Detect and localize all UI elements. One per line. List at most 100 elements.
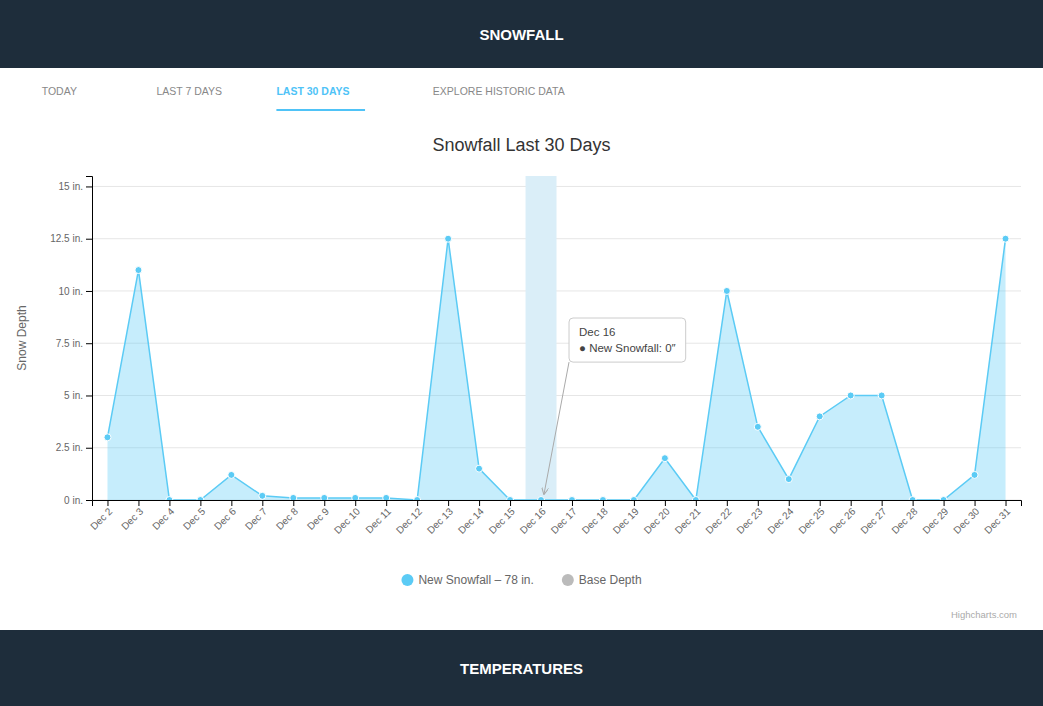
point[interactable] [816,413,823,420]
x-tick-mark [944,500,945,506]
x-tick-mark [603,500,604,506]
tooltip-arrow [544,362,569,494]
x-tick-mark [758,500,759,506]
credit: Highcharts.com [951,609,1017,620]
x-tick-label: Dec 19 [611,505,641,535]
x-tick: Dec 28 [889,500,919,536]
x-tick-label: Dec 22 [703,505,733,535]
x-tick-mark [541,500,542,506]
x-tick: Dec 31 [982,500,1012,536]
x-tick: Dec 20 [642,500,672,536]
area [107,239,1005,500]
x-tick-mark [820,500,821,506]
point[interactable] [476,465,483,472]
point[interactable] [135,267,142,274]
x-tick-mark [293,500,294,506]
legend-item[interactable]: Base Depth [562,573,642,587]
point[interactable] [599,497,606,501]
tooltip-line: Dec 16 [579,326,615,338]
chart-background [0,68,1043,630]
x-tick: Dec 18 [580,500,610,536]
x-tick-label: Dec 28 [889,505,919,535]
point[interactable] [847,392,854,399]
x-tick-mark [324,500,325,506]
footer-bar [0,630,1043,706]
point[interactable] [1002,235,1009,242]
point[interactable] [785,476,792,483]
x-tick-label: Dec 8 [274,505,301,532]
legend-label: New Snowfall – 78 in. [418,573,533,587]
chart-title: Snowfall Last 30 Days [432,135,610,155]
point[interactable] [352,494,359,500]
point[interactable] [909,497,916,501]
tab[interactable]: LAST 30 DAYS [276,85,349,97]
point[interactable] [538,497,545,501]
point[interactable] [383,494,390,500]
point[interactable] [166,497,173,501]
point[interactable] [445,235,452,242]
x-tick-mark [448,500,449,506]
x-tick: Dec 2 [88,500,115,532]
x-axis: Dec 2Dec 3Dec 4Dec 5Dec 6Dec 7Dec 8Dec 9… [88,500,1021,536]
x-tick: Dec 3 [119,500,146,532]
point[interactable] [104,434,111,441]
x-tick-mark [634,500,635,506]
x-tick: Dec 27 [858,500,888,536]
x-tick-mark [200,500,201,506]
legend-item[interactable]: New Snowfall – 78 in. [401,573,533,587]
x-tick-mark [882,500,883,506]
y-tick-mark [86,343,92,344]
point[interactable] [878,392,885,399]
point[interactable] [568,497,575,501]
x-tick-label: Dec 2 [88,505,115,532]
point[interactable] [507,497,514,501]
x-tick: Dec 13 [425,500,455,536]
point[interactable] [692,497,699,501]
x-tick-mark [696,500,697,506]
point[interactable] [259,492,266,499]
x-tick-label: Dec 30 [951,505,981,535]
x-tick: Dec 26 [827,500,857,536]
point[interactable] [630,497,637,501]
tooltip-line: ● New Snowfall: 0″ [579,342,676,354]
x-tick-label: Dec 21 [673,505,703,535]
x-tick: Dec 7 [243,500,270,532]
point[interactable] [228,471,235,478]
point[interactable] [661,455,668,462]
x-tick: Dec 15 [487,500,517,536]
x-tick-mark [913,500,914,506]
y-tick-label: 12.5 in. [50,233,83,244]
x-tick-label: Dec 24 [765,505,795,535]
x-tick-mark [262,500,263,506]
x-tick-label: Dec 17 [549,505,579,535]
point[interactable] [321,494,328,500]
tab[interactable]: EXPLORE HISTORIC DATA [433,85,565,97]
point[interactable] [754,423,761,430]
x-tick-mark [417,500,418,506]
x-tick: Dec 9 [305,500,332,532]
x-tick-label: Dec 6 [212,505,239,532]
point[interactable] [940,497,947,501]
tooltip-text: Dec 16 ● New Snowfall: 0″ [579,326,676,354]
y-tick-label: 0 in. [64,495,83,506]
point[interactable] [971,471,978,478]
x-tick-label: Dec 7 [243,505,270,532]
point[interactable] [723,287,730,294]
y-tick-mark [86,500,92,501]
tab[interactable]: LAST 7 DAYS [156,85,222,97]
x-tick-mark [479,500,480,506]
x-tick: Dec 5 [181,500,208,532]
tab[interactable]: TODAY [42,85,77,97]
tooltip: Dec 16 ● New Snowfall: 0″ [544,318,686,494]
point[interactable] [197,497,204,501]
y-tick: 12.5 in. [50,233,92,244]
x-tick: Dec 29 [920,500,950,536]
x-tick: Dec 16 [518,500,548,536]
y-tick-mark [86,448,92,449]
x-tick-label: Dec 18 [580,505,610,535]
x-tick-label: Dec 16 [518,505,548,535]
header-title: SNOWFALL [479,26,563,43]
point[interactable] [414,497,421,501]
point[interactable] [290,494,297,500]
x-tick-label: Dec 12 [394,505,424,535]
